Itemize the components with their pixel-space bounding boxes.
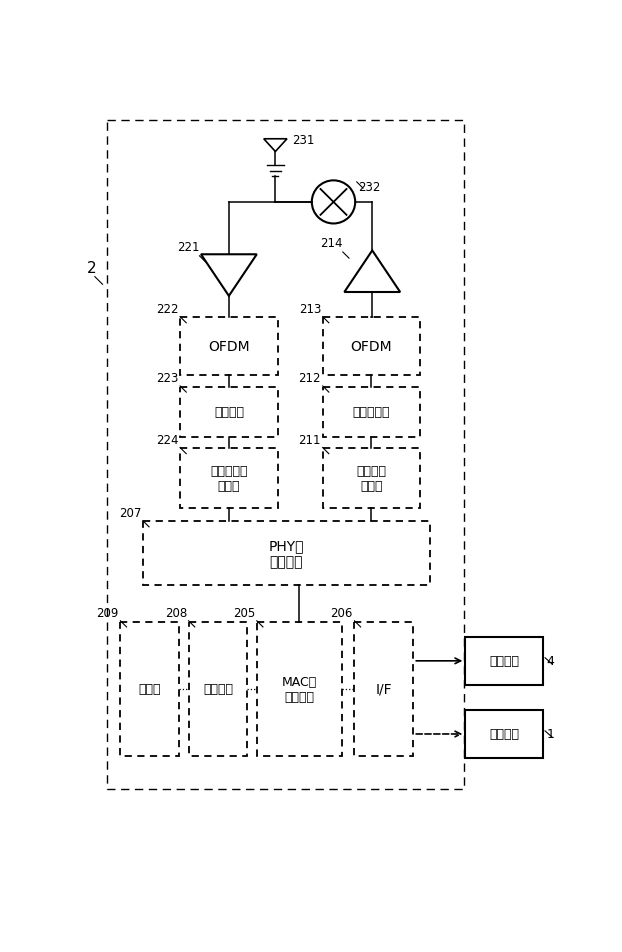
Text: 209: 209 <box>96 606 119 620</box>
Text: 208: 208 <box>165 606 187 620</box>
Text: MAC層
処理回路: MAC層 処理回路 <box>282 675 317 703</box>
Bar <box>188 622 248 757</box>
Bar <box>143 522 430 585</box>
Text: デインター
リーバ: デインター リーバ <box>210 465 248 493</box>
Text: I/F: I/F <box>376 682 392 696</box>
Text: デコーダ: デコーダ <box>214 406 244 419</box>
Text: 制御回路: 制御回路 <box>203 683 233 695</box>
Text: 213: 213 <box>299 303 321 316</box>
Bar <box>257 622 342 757</box>
Text: 212: 212 <box>299 372 321 385</box>
Bar <box>465 637 543 685</box>
Bar <box>180 387 277 437</box>
Text: 206: 206 <box>330 606 353 620</box>
Text: 232: 232 <box>358 181 381 194</box>
Text: 制御装置: 制御装置 <box>489 727 519 741</box>
Bar <box>465 710 543 758</box>
Bar <box>180 318 277 376</box>
Text: 211: 211 <box>299 433 321 446</box>
Bar <box>323 318 420 376</box>
Bar <box>323 387 420 437</box>
Text: 214: 214 <box>320 237 343 249</box>
Text: PHY層
処理回路: PHY層 処理回路 <box>269 539 304 568</box>
Text: 205: 205 <box>233 606 255 620</box>
Text: 2: 2 <box>87 261 96 275</box>
Text: OFDM: OFDM <box>208 340 249 353</box>
Text: エンコーダ: エンコーダ <box>353 406 390 419</box>
Text: 4: 4 <box>547 655 554 667</box>
Text: 223: 223 <box>156 372 179 385</box>
Text: 221: 221 <box>177 241 200 253</box>
Bar <box>323 448 420 508</box>
Text: 外部装置: 外部装置 <box>489 655 519 667</box>
Text: 207: 207 <box>119 506 141 520</box>
Bar <box>107 120 463 789</box>
Bar <box>180 448 277 508</box>
Text: 231: 231 <box>292 133 315 147</box>
Bar <box>355 622 414 757</box>
Text: OFDM: OFDM <box>351 340 392 353</box>
Text: 1: 1 <box>547 727 554 741</box>
Text: 222: 222 <box>156 303 179 316</box>
Text: 224: 224 <box>156 433 179 446</box>
Text: タイマ: タイマ <box>139 683 161 695</box>
Text: インター
リーバ: インター リーバ <box>356 465 386 493</box>
Bar <box>121 622 179 757</box>
